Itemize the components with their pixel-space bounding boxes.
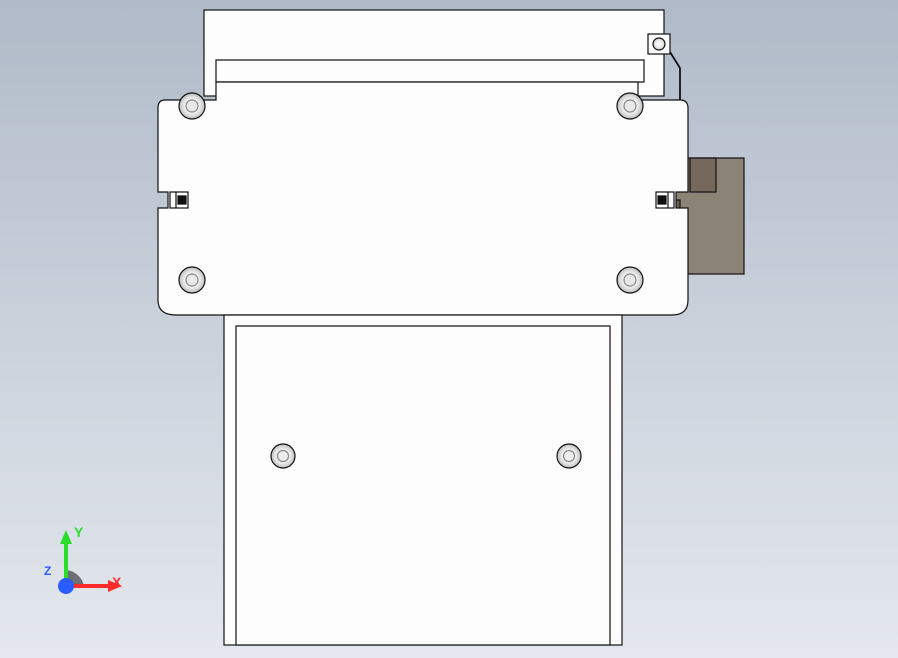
z-axis: [58, 578, 74, 594]
cad-viewport[interactable]: X Y Z: [0, 0, 898, 658]
screw-top-right: [617, 93, 643, 119]
cad-model[interactable]: [0, 0, 898, 658]
screw-bottom-left: [179, 267, 205, 293]
screw-top-left: [179, 93, 205, 119]
x-axis-label: X: [112, 574, 121, 590]
lower-body: [224, 315, 622, 645]
screw-lower-right: [557, 444, 581, 468]
z-axis-label: Z: [44, 564, 51, 578]
screw-bottom-right: [617, 267, 643, 293]
y-axis-label: Y: [74, 524, 83, 540]
main-upper-plate: [158, 82, 688, 315]
orientation-triad[interactable]: X Y Z: [42, 526, 122, 606]
screw-lower-left: [271, 444, 295, 468]
top-rear-lip: [216, 60, 644, 82]
